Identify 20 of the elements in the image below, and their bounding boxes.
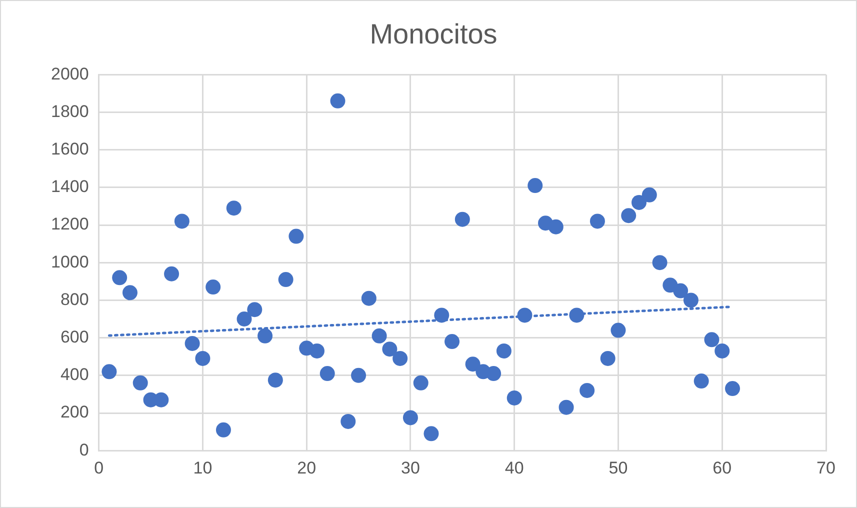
x-tick-label: 50 [608,458,628,478]
x-tick-label: 20 [297,458,316,478]
chart-title: Monocitos [370,18,498,50]
y-tick-label: 1000 [50,252,89,272]
x-tick-label: 30 [401,458,420,478]
x-tick-label: 0 [94,458,104,478]
x-tick-label: 60 [712,458,732,478]
y-tick-label: 0 [79,440,89,460]
y-tick-label: 1400 [50,177,89,196]
x-tick-label: 10 [193,458,212,478]
y-tick-label: 800 [60,290,89,309]
y-tick-label: 400 [60,365,89,384]
y-tick-label: 2000 [50,64,89,84]
x-tick-label: 70 [816,458,836,478]
y-tick-label: 1600 [50,139,89,158]
x-tick-label: 40 [504,458,524,478]
y-tick-label: 600 [60,327,89,346]
y-tick-label: 1200 [50,214,89,234]
y-tick-label: 200 [60,402,89,422]
y-tick-label: 1800 [50,102,89,121]
